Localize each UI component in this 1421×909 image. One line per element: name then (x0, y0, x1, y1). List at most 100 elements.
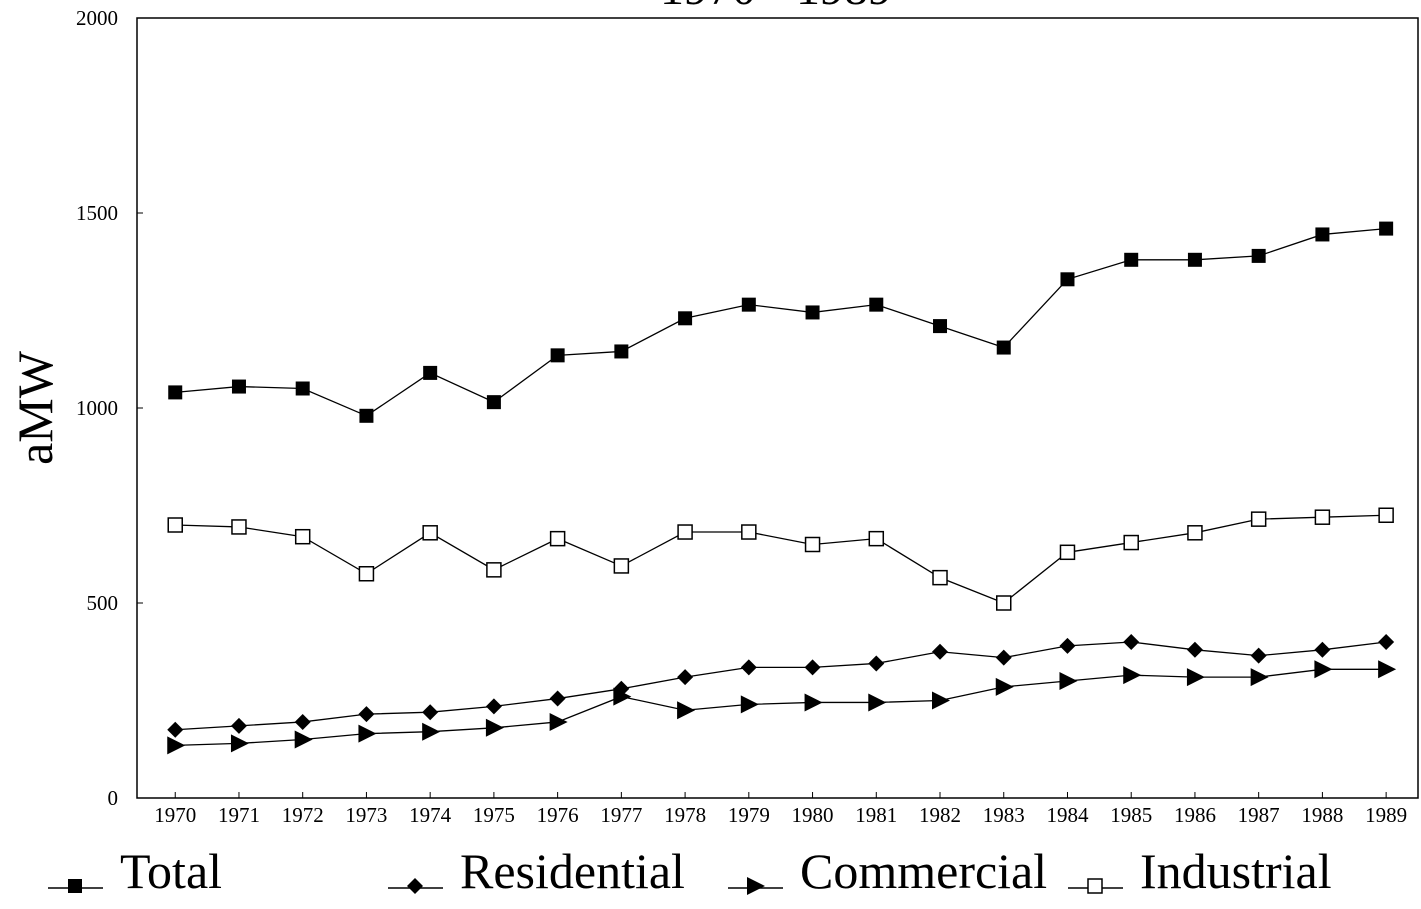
data-point (1315, 227, 1330, 242)
data-point (358, 566, 375, 582)
legend-marker (68, 879, 82, 893)
data-point (485, 718, 504, 737)
data-point (932, 569, 948, 586)
data-point (1250, 668, 1269, 687)
data-point (740, 659, 757, 676)
x-tick-label: 1973 (345, 803, 387, 827)
data-point (230, 734, 249, 753)
data-point (741, 297, 756, 312)
data-point (868, 530, 885, 547)
data-point (678, 311, 693, 326)
y-tick-label: 0 (108, 786, 119, 810)
data-point (294, 730, 313, 749)
data-point (1060, 272, 1075, 287)
x-tick-label: 1983 (983, 803, 1025, 827)
data-point (1314, 509, 1331, 525)
data-point (995, 595, 1012, 611)
x-tick-label: 1970 (154, 803, 196, 827)
data-point (358, 706, 375, 723)
x-tick-label: 1986 (1174, 803, 1216, 827)
data-point (677, 524, 693, 540)
data-point (614, 344, 629, 359)
data-point (1059, 672, 1078, 690)
data-point (740, 695, 759, 714)
data-point (486, 395, 501, 410)
data-point (422, 704, 439, 721)
data-point (1250, 511, 1267, 527)
data-point (1123, 666, 1142, 685)
y-tick-label: 1500 (76, 201, 118, 225)
legend-label: Residential (460, 843, 685, 899)
data-point (995, 649, 1012, 666)
x-tick-label: 1974 (409, 803, 452, 827)
data-point (550, 348, 565, 363)
x-tick-label: 1976 (537, 803, 579, 827)
data-point (1378, 660, 1397, 679)
legend-label: Commercial (800, 843, 1047, 899)
data-point (168, 385, 183, 400)
x-tick-label: 1985 (1110, 803, 1152, 827)
x-tick-label: 1988 (1301, 803, 1343, 827)
data-point (932, 691, 951, 710)
series-line (175, 641, 1387, 731)
data-point (485, 698, 502, 715)
data-point (995, 677, 1014, 696)
data-point (167, 721, 184, 738)
x-tick-label: 1987 (1238, 803, 1280, 827)
data-point (167, 736, 186, 755)
legend-marker (407, 878, 423, 894)
x-tick-label: 1982 (919, 803, 961, 827)
data-point (805, 305, 820, 320)
data-point (1378, 634, 1395, 650)
data-point (996, 340, 1011, 355)
data-point (804, 693, 823, 712)
data-point (230, 717, 247, 734)
legend-label: Industrial (1140, 843, 1332, 899)
data-point (1379, 221, 1394, 236)
data-point (869, 297, 884, 312)
data-point (549, 530, 566, 547)
series-line (175, 668, 1387, 746)
series-line (175, 514, 1387, 604)
legend-label: Total (120, 843, 222, 899)
data-point (1123, 634, 1140, 650)
data-point (1059, 544, 1076, 561)
data-point (1186, 641, 1203, 658)
data-point (868, 655, 885, 672)
data-point (804, 536, 821, 553)
data-point (613, 558, 630, 574)
data-point (932, 643, 949, 660)
data-point (1378, 507, 1394, 523)
data-point (231, 379, 246, 394)
data-point (1187, 525, 1203, 541)
data-point (1187, 252, 1202, 267)
data-point (423, 365, 438, 380)
x-tick-label: 1971 (218, 803, 260, 827)
data-point (741, 524, 757, 540)
x-tick-label: 1980 (792, 803, 834, 827)
data-point (549, 712, 568, 731)
y-tick-label: 500 (87, 591, 119, 615)
data-point (167, 517, 183, 533)
data-point (804, 659, 821, 676)
data-point (358, 724, 377, 743)
data-point (933, 319, 948, 334)
data-point (677, 669, 694, 686)
data-point (1250, 647, 1267, 664)
data-point (1123, 534, 1139, 551)
legend-marker (1087, 878, 1103, 894)
x-tick-label: 1972 (282, 803, 324, 827)
x-tick-label: 1977 (600, 803, 642, 827)
y-tick-label: 1000 (76, 396, 118, 420)
series-line (175, 227, 1387, 417)
data-point (294, 713, 311, 730)
x-tick-label: 1984 (1046, 803, 1089, 827)
x-tick-label: 1979 (728, 803, 770, 827)
data-point (486, 562, 502, 578)
x-tick-label: 1981 (855, 803, 897, 827)
data-point (295, 381, 310, 396)
legend-marker (747, 877, 765, 895)
data-point (1059, 637, 1076, 654)
data-point (613, 687, 632, 706)
